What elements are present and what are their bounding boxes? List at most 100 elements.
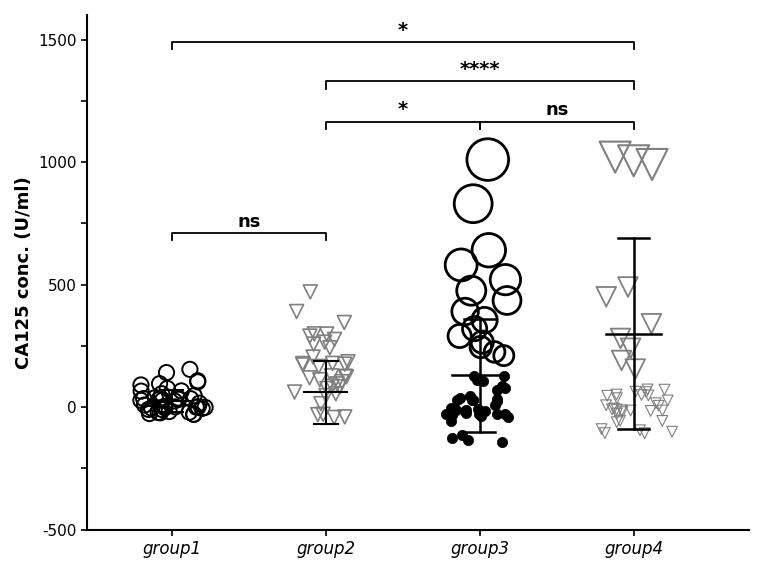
Point	[610, 405, 623, 414]
Point	[460, 406, 472, 415]
Point	[319, 337, 331, 347]
Point	[451, 395, 463, 405]
Point	[501, 296, 513, 305]
Point	[173, 395, 185, 404]
Point	[154, 408, 167, 417]
Point	[500, 275, 512, 284]
Point	[454, 393, 466, 402]
Point	[474, 343, 487, 352]
Point	[656, 406, 668, 415]
Point	[656, 417, 668, 426]
Point	[478, 376, 490, 386]
Point	[312, 362, 325, 371]
Point	[622, 282, 634, 292]
Point	[490, 394, 503, 403]
Point	[476, 337, 488, 347]
Point	[330, 389, 342, 398]
Point	[159, 403, 171, 413]
Point	[497, 351, 510, 360]
Text: ns: ns	[545, 101, 568, 119]
Point	[601, 391, 613, 401]
Point	[169, 402, 181, 411]
Point	[501, 413, 513, 422]
Point	[468, 324, 481, 333]
Point	[154, 379, 166, 388]
Point	[338, 413, 351, 422]
Point	[496, 382, 508, 391]
Point	[183, 407, 196, 417]
Point	[610, 418, 623, 427]
Point	[163, 407, 175, 416]
Point	[614, 416, 626, 425]
Point	[188, 410, 200, 419]
Point	[498, 371, 510, 380]
Point	[629, 364, 641, 374]
Point	[161, 384, 173, 393]
Point	[175, 386, 187, 395]
Point	[475, 411, 487, 420]
Point	[630, 387, 642, 397]
Point	[600, 401, 612, 410]
Point	[192, 377, 204, 386]
Point	[499, 409, 511, 418]
Point	[645, 406, 657, 415]
Point	[326, 382, 338, 391]
Point	[153, 395, 165, 404]
Point	[326, 359, 338, 368]
Point	[499, 383, 511, 393]
Point	[314, 375, 326, 384]
Point	[481, 155, 494, 164]
Point	[158, 402, 170, 411]
Point	[134, 396, 147, 405]
Point	[464, 391, 476, 401]
Point	[601, 292, 613, 301]
Point	[624, 406, 636, 415]
Point	[468, 395, 480, 405]
Point	[193, 399, 206, 408]
Point	[649, 399, 662, 408]
Point	[146, 403, 158, 413]
Point	[445, 433, 458, 442]
Point	[334, 382, 346, 391]
Point	[465, 286, 478, 295]
Point	[491, 386, 503, 395]
Point	[188, 410, 200, 419]
Point	[341, 372, 353, 381]
Point	[134, 380, 147, 390]
Point	[652, 401, 665, 410]
Point	[317, 410, 329, 419]
Point	[342, 357, 354, 366]
Point	[606, 405, 618, 414]
Point	[304, 332, 316, 341]
Point	[474, 409, 486, 418]
Point	[156, 405, 168, 414]
Point	[199, 403, 211, 412]
Point	[642, 385, 654, 394]
Point	[471, 375, 484, 384]
Point	[307, 352, 319, 362]
Point	[192, 376, 204, 385]
Point	[335, 377, 348, 386]
Point	[308, 329, 320, 339]
Point	[135, 387, 147, 396]
Text: *: *	[398, 100, 408, 119]
Point	[321, 384, 333, 393]
Point	[478, 316, 490, 325]
Point	[303, 373, 316, 382]
Point	[455, 431, 468, 440]
Point	[320, 391, 332, 400]
Point	[144, 409, 156, 418]
Point	[331, 379, 343, 388]
Point	[338, 318, 351, 327]
Point	[160, 368, 173, 377]
Point	[168, 397, 180, 406]
Point	[297, 360, 309, 370]
Point	[467, 396, 479, 405]
Text: ns: ns	[238, 213, 261, 231]
Point	[636, 390, 648, 399]
Point	[459, 307, 471, 316]
Point	[312, 410, 324, 419]
Point	[315, 399, 327, 409]
Point	[142, 405, 154, 414]
Point	[610, 390, 623, 399]
